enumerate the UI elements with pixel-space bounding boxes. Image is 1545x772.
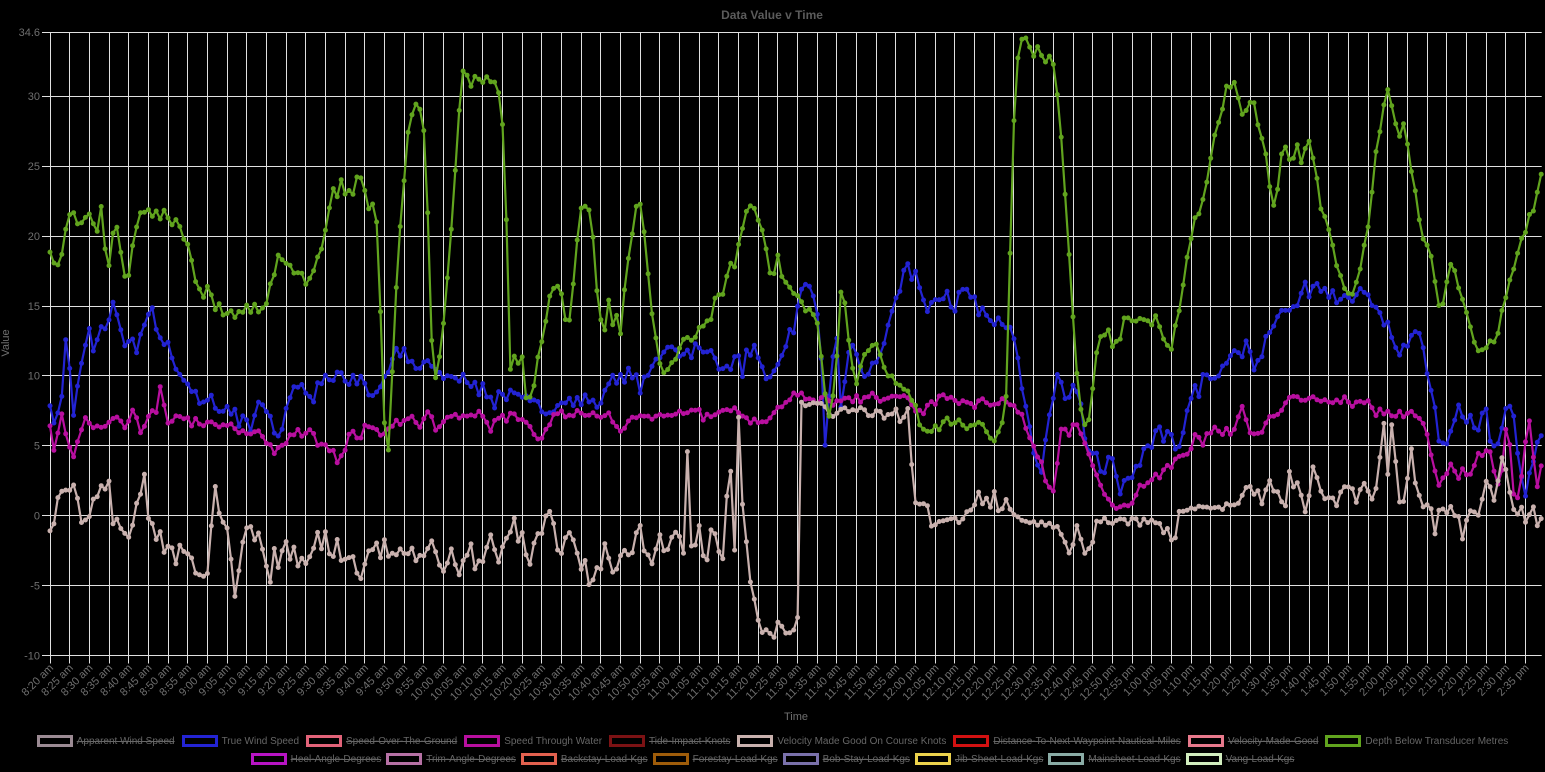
svg-text:10: 10 xyxy=(28,371,40,383)
svg-text:30: 30 xyxy=(28,91,40,103)
svg-text:34.6: 34.6 xyxy=(19,27,40,39)
svg-text:Value: Value xyxy=(0,329,12,356)
svg-text:Time: Time xyxy=(784,711,808,723)
svg-text:-10: -10 xyxy=(24,650,40,662)
svg-text:-5: -5 xyxy=(30,580,40,592)
svg-text:Data Value v Time: Data Value v Time xyxy=(721,8,823,22)
svg-text:0: 0 xyxy=(34,511,40,523)
svg-text:15: 15 xyxy=(28,301,40,313)
svg-text:20: 20 xyxy=(28,231,40,243)
svg-text:5: 5 xyxy=(34,441,40,453)
svg-text:25: 25 xyxy=(28,161,40,173)
